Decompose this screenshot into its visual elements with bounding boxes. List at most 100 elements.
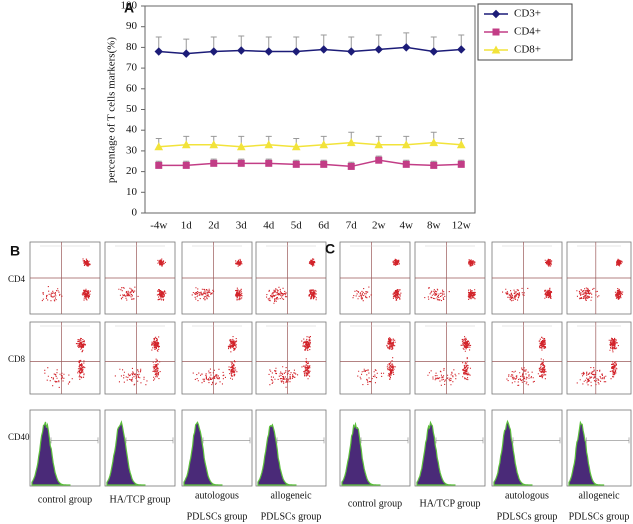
gate [435,437,484,444]
group-label: HA/TCP group [419,498,480,509]
row-label: CD4 [8,274,26,284]
dot-cloud [118,286,139,301]
flow-plot [181,241,253,315]
y-tick-label: 100 [121,0,138,12]
dot-cloud [75,337,86,353]
dot-cloud [538,336,547,351]
x-tick-label: 7d [346,220,358,232]
marker [347,162,355,170]
gate [125,437,174,444]
marker [430,161,438,169]
dot-cloud [614,288,624,300]
group-label: autologous [195,490,239,501]
dot-cloud [506,367,539,386]
legend-label: CD3+ [514,8,541,20]
marker [209,47,218,56]
quadrant-lines [30,322,100,394]
y-tick-label: 0 [132,207,138,219]
dot-cloud [357,368,385,386]
row-label: CD8 [8,354,26,364]
dot-cloud [235,287,243,301]
flow-plot [491,241,563,315]
dot-cloud [152,358,161,381]
quadrant-lines [105,322,175,394]
flow-plot [29,321,101,395]
marker [264,47,273,56]
quadrant-lines [182,322,252,394]
marker [491,45,501,54]
flow-plot [566,321,632,395]
dot-cloud [460,336,472,352]
flow-histogram [491,409,563,487]
gate [50,437,99,444]
quadrant-lines [567,242,631,314]
marker [374,45,383,54]
dot-cloud [191,287,215,302]
legend-label: CD4+ [514,26,541,38]
dot-cloud [268,366,303,388]
x-tick-label: -4w [150,220,167,232]
flow-plot [339,241,411,315]
dot-cloud [392,258,400,266]
quadrant-lines [492,322,562,394]
dot-cloud [386,357,396,380]
flow-plot [104,321,176,395]
flow-plot [29,241,101,315]
y-tick-label: 60 [126,82,138,94]
gate [276,437,325,444]
histogram-fill [31,421,71,486]
dot-cloud [227,336,238,353]
quadrant-lines [30,242,100,314]
group-label: HA/TCP group [109,494,170,505]
flow-histogram [566,409,632,487]
marker [182,161,190,169]
dot-cloud [576,287,600,301]
panel-label: C [325,241,335,257]
dot-cloud [352,286,372,302]
marker [292,160,300,168]
dot-cloud [302,358,311,380]
marker [429,138,439,147]
x-tick-label: 5d [291,220,303,232]
gate [512,437,561,444]
dot-cloud [82,258,91,267]
histogram-fill [568,420,605,486]
x-tick-label: 12w [452,220,471,232]
dot-cloud [609,361,618,380]
plot-box [255,321,327,395]
dot-cloud [576,367,607,387]
marker [265,159,273,167]
marker [155,161,163,169]
gate [585,437,630,444]
marker [457,160,465,168]
marker [182,49,191,58]
dot-cloud [424,287,450,302]
marker [154,142,164,151]
dot-cloud [156,289,167,301]
marker [210,159,218,167]
marker [181,140,191,149]
group-label: PDLSCs group [497,511,558,522]
dot-cloud [616,258,623,267]
plot-box [104,321,176,395]
flow-plot [255,241,327,315]
x-tick-label: 2w [372,220,386,232]
flow-plot [181,321,253,395]
plot-box [414,321,486,395]
marker [456,140,466,149]
marker [346,138,356,147]
flow-histogram [29,409,101,487]
flow-plot [414,321,486,395]
marker [154,47,163,56]
y-tick-label: 40 [126,124,138,136]
plot-box [339,321,411,395]
dot-cloud [266,286,288,304]
dot-cloud [386,337,396,350]
marker [401,140,411,149]
dot-cloud [544,287,553,299]
series-line [158,159,462,168]
x-tick-label: 8w [427,220,441,232]
flow-histogram [181,409,253,487]
dot-cloud [468,259,476,267]
marker [236,142,246,151]
